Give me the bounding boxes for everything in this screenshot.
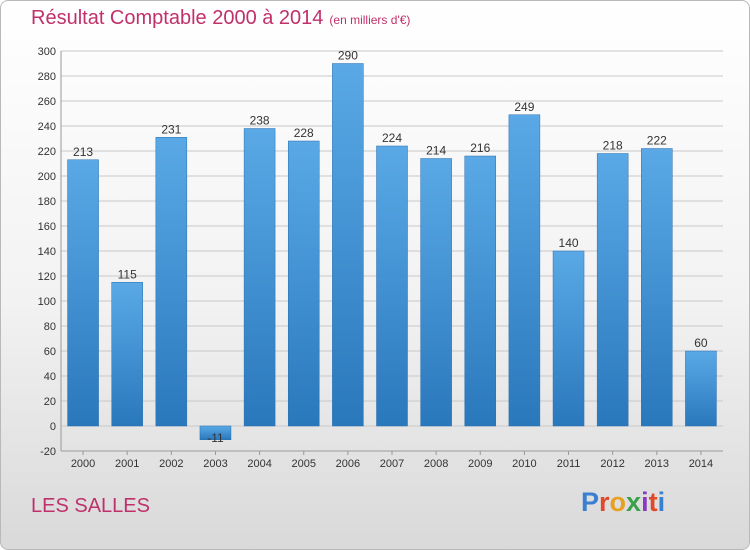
logo-letter: i — [641, 487, 649, 517]
value-label-2008: 214 — [426, 144, 446, 158]
y-tick-label: 240 — [38, 121, 56, 133]
proxiti-logo: Proxiti — [581, 487, 665, 518]
value-label-2012: 218 — [603, 139, 623, 153]
y-tick-label: 100 — [38, 296, 56, 308]
x-tick-label-2000: 2000 — [71, 458, 95, 470]
logo-letter: o — [609, 487, 627, 517]
axes: -20 0 20 40 60 80 100 120 140 160 180 200 220 240 260 2… — [38, 46, 723, 470]
bars — [67, 63, 717, 440]
x-tick-label-2014: 2014 — [689, 458, 713, 470]
y-tick-label: 0 — [50, 421, 56, 433]
chart-title-text: Résultat Comptable 2000 à 2014 — [31, 7, 324, 29]
chart-unit-note: (en milliers d'€) — [329, 13, 411, 27]
bar-2006 — [332, 63, 364, 427]
y-tick-label: 20 — [44, 396, 56, 408]
bar-2002 — [155, 137, 188, 427]
bar-2009 — [464, 155, 497, 427]
bar-2003 — [199, 425, 232, 440]
x-tick-label-2010: 2010 — [512, 458, 536, 470]
bar-2004 — [243, 128, 276, 427]
bar-2014 — [685, 350, 717, 427]
y-tick-label: 280 — [38, 71, 56, 83]
x-tick-label-2001: 2001 — [115, 458, 139, 470]
y-tick-label: 300 — [38, 46, 56, 58]
x-tick-label-2002: 2002 — [159, 458, 183, 470]
x-tick-label-2008: 2008 — [424, 458, 448, 470]
logo-letter: t — [648, 487, 658, 517]
bar-2010 — [508, 114, 541, 427]
logo-letter: r — [599, 487, 610, 517]
bar-2000 — [67, 159, 99, 427]
value-label-2002: 231 — [161, 122, 181, 136]
y-tick-label: 140 — [38, 246, 56, 258]
value-label-2005: 228 — [294, 126, 314, 140]
y-tick-label: 40 — [44, 371, 56, 383]
x-tick-label-2007: 2007 — [380, 458, 404, 470]
bar-2007 — [376, 145, 408, 427]
value-label-2003: -11 — [207, 431, 224, 445]
bar-2013 — [641, 148, 673, 427]
y-tick-label: 200 — [38, 171, 56, 183]
value-label-2014: 60 — [694, 336, 708, 350]
value-label-2009: 216 — [470, 141, 490, 155]
y-tick-label: -20 — [40, 446, 56, 458]
y-tick-label: 120 — [38, 271, 56, 283]
value-label-2010: 249 — [514, 100, 534, 114]
value-label-2000: 213 — [73, 145, 93, 159]
x-tick-label-2006: 2006 — [336, 458, 360, 470]
y-tick-label: 220 — [38, 146, 56, 158]
value-label-2007: 224 — [382, 131, 402, 145]
value-label-2013: 222 — [647, 134, 667, 148]
bar-2011 — [552, 250, 585, 427]
bar-2005 — [287, 140, 320, 427]
commune-name: LES SALLES — [31, 495, 150, 517]
x-tick-label-2003: 2003 — [203, 458, 227, 470]
bar-2008 — [420, 158, 452, 427]
chart-title: Résultat Comptable 2000 à 2014 (en millie… — [31, 7, 410, 30]
x-tick-label-2013: 2013 — [645, 458, 669, 470]
bar-2012 — [596, 153, 629, 427]
value-label-2001: 115 — [118, 267, 137, 281]
x-tick-label-2004: 2004 — [247, 458, 271, 470]
value-label-2004: 238 — [250, 114, 270, 128]
logo-letter: i — [657, 487, 666, 517]
value-labels: 213 115 231 -11 238 228 290 224 214 216 249 140 218 2… — [73, 49, 708, 445]
x-tick-label-2012: 2012 — [600, 458, 624, 470]
bar-2001 — [111, 282, 143, 427]
y-tick-label: 80 — [44, 321, 56, 333]
y-tick-label: 180 — [38, 196, 56, 208]
x-tick-label-2009: 2009 — [468, 458, 492, 470]
y-tick-label: 260 — [38, 96, 56, 108]
x-tick-label-2005: 2005 — [291, 458, 315, 470]
x-tick-label-2011: 2011 — [557, 458, 581, 470]
y-tick-label: 160 — [38, 221, 56, 233]
value-label-2006: 290 — [338, 49, 358, 63]
value-label-2011: 140 — [559, 236, 579, 250]
logo-letter: P — [581, 487, 600, 517]
logo-letter: x — [626, 487, 642, 517]
y-tick-label: 60 — [44, 346, 56, 358]
